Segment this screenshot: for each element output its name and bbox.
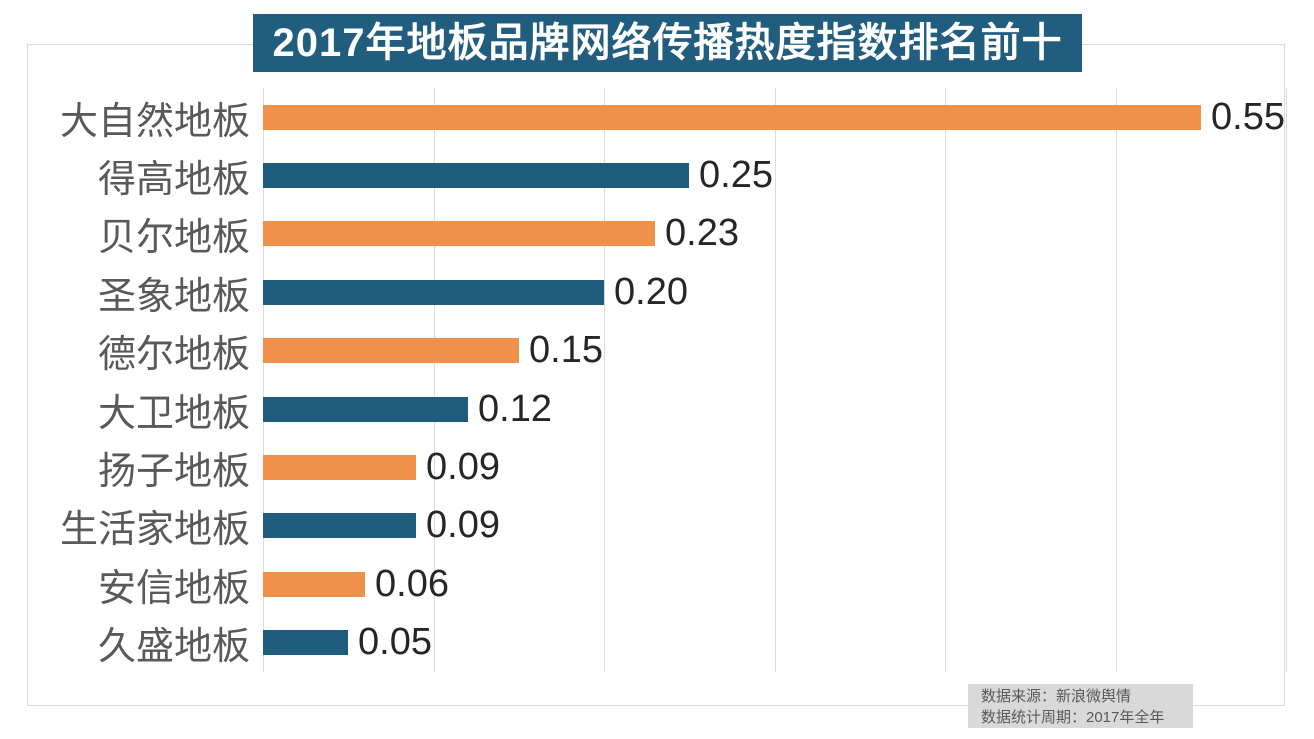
bar-row: 久盛地板 0.05 — [0, 614, 1314, 672]
data-source-box: 数据来源：新浪微舆情 数据统计周期：2017年全年 — [968, 684, 1193, 728]
gridline — [775, 88, 776, 672]
category-label: 久盛地板 — [97, 626, 250, 669]
bar — [263, 571, 365, 597]
bar-row: 生活家地板 0.09 — [0, 497, 1314, 555]
gridline — [945, 88, 946, 672]
bar — [263, 396, 468, 422]
data-source-text: 数据来源：新浪微舆情 — [981, 688, 1132, 705]
data-period-text: 数据统计周期：2017年全年 — [981, 709, 1165, 726]
bar — [263, 221, 655, 247]
category-label: 大自然地板 — [59, 100, 250, 143]
gridline — [263, 88, 264, 672]
value-label: 0.25 — [699, 153, 773, 196]
bar — [263, 338, 519, 364]
value-label: 0.15 — [529, 329, 603, 372]
bar-row: 贝尔地板 0.23 — [0, 205, 1314, 263]
bar-row: 德尔地板 0.15 — [0, 322, 1314, 380]
bar — [263, 630, 348, 656]
category-label: 贝尔地板 — [97, 217, 250, 260]
bar — [263, 513, 416, 539]
value-label: 0.20 — [614, 270, 688, 313]
category-label: 得高地板 — [97, 158, 250, 201]
bar-row: 大卫地板 0.12 — [0, 380, 1314, 438]
category-label: 圣象地板 — [97, 275, 250, 318]
category-label: 生活家地板 — [59, 509, 250, 552]
bar-row: 得高地板 0.25 — [0, 146, 1314, 204]
value-label: 0.23 — [665, 212, 739, 255]
category-label: 德尔地板 — [97, 334, 250, 377]
value-label: 0.55 — [1211, 95, 1285, 138]
chart-container — [27, 44, 1285, 706]
value-label: 0.12 — [478, 387, 552, 430]
category-label: 安信地板 — [97, 567, 250, 610]
bar-row: 圣象地板 0.20 — [0, 263, 1314, 321]
gridline — [604, 88, 605, 672]
bar-row: 安信地板 0.06 — [0, 555, 1314, 613]
category-label: 大卫地板 — [97, 392, 250, 435]
value-label: 0.09 — [426, 445, 500, 488]
gridline — [434, 88, 435, 672]
value-label: 0.06 — [375, 562, 449, 605]
bar — [263, 104, 1201, 130]
chart-title: 2017年地板品牌网络传播热度指数排名前十 — [253, 14, 1082, 72]
bar — [263, 279, 604, 305]
bar — [263, 454, 416, 480]
category-label: 扬子地板 — [97, 450, 250, 493]
bar-row: 扬子地板 0.09 — [0, 438, 1314, 496]
bar — [263, 162, 689, 188]
value-label: 0.05 — [358, 621, 432, 664]
gridline — [1116, 88, 1117, 672]
value-label: 0.09 — [426, 504, 500, 547]
gridline — [1286, 88, 1287, 672]
bar-row: 大自然地板 0.55 — [0, 88, 1314, 146]
